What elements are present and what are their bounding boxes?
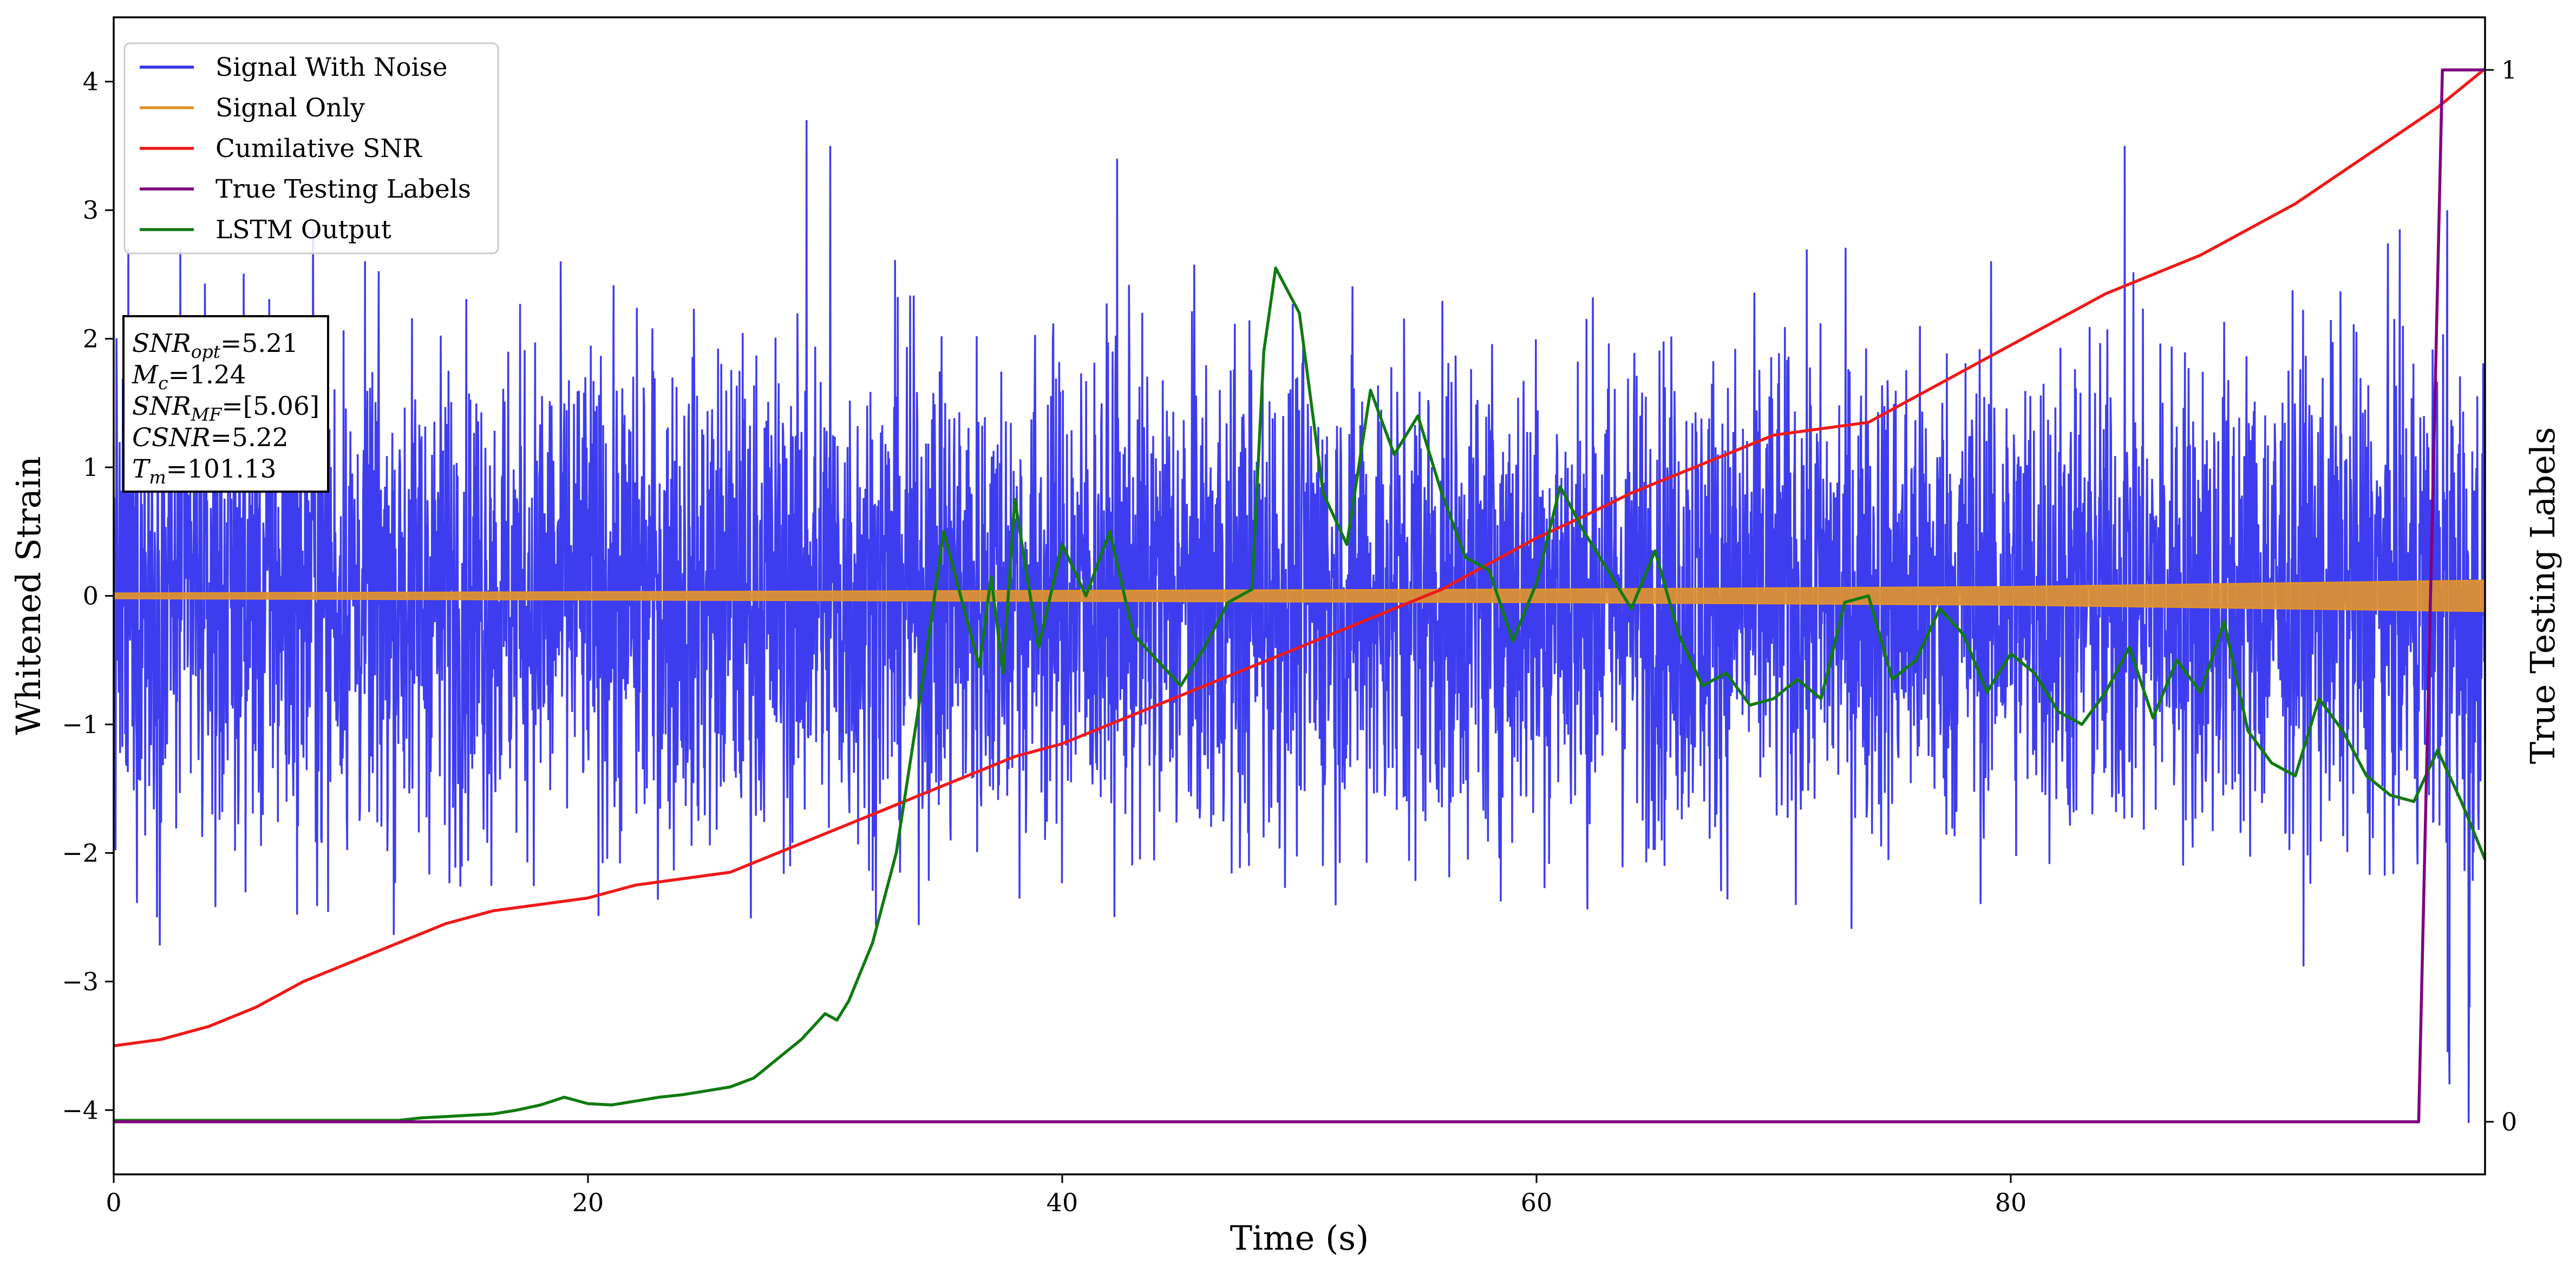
y2-tick-label: 1 (2501, 55, 2517, 84)
x-tick-label: 60 (1521, 1188, 1553, 1217)
x-tick-label: 40 (1047, 1188, 1078, 1217)
y-tick-label: 2 (83, 324, 99, 354)
legend-label: True Testing Labels (215, 174, 471, 204)
y2-axis-label: True Testing Labels (2523, 427, 2562, 765)
x-tick-label: 20 (572, 1188, 604, 1217)
signal-with-noise-series (113, 120, 2486, 1123)
y-axis-label: Whitened Strain (9, 456, 48, 735)
y-axis-right: 01 (2485, 55, 2517, 1136)
y-tick-label: 4 (83, 67, 99, 96)
x-axis-label: Time (s) (1230, 1218, 1369, 1258)
legend-label: Signal With Noise (215, 53, 448, 82)
legend-frame (123, 42, 499, 254)
y-tick-label: −2 (62, 838, 99, 867)
y-tick-label: 0 (83, 582, 99, 611)
y-tick-label: 3 (83, 195, 99, 225)
y-tick-label: −3 (62, 967, 99, 996)
annotation-line: SNRopt=5.21 (132, 329, 298, 362)
signal-with-noise-line (113, 120, 2486, 1123)
cumulative-snr-line (113, 67, 2486, 1048)
annotation-line: SNRMF=[5.06] (132, 391, 319, 425)
y-tick-label: 1 (83, 453, 99, 482)
legend-label: LSTM Output (215, 215, 391, 245)
true-labels-line (114, 68, 2485, 1123)
cumulative-snr-series (113, 67, 2486, 1048)
annotation-line: CSNR=5.22 (132, 423, 289, 453)
lstm-output-line (114, 266, 2487, 1122)
y-tick-label: −1 (62, 710, 99, 739)
annotation-frame (122, 315, 329, 493)
y-axis-left: −4 −3 −2 −1 0 1 2 3 4 (62, 67, 114, 1125)
lstm-output-series (114, 266, 2487, 1122)
annotation-box: SNRopt=5.21Mc=1.24SNRMF=[5.06]CSNR=5.22T… (122, 315, 329, 493)
annotation-line: Mc=1.24 (132, 360, 246, 394)
y2-tick-label: 0 (2501, 1107, 2517, 1136)
x-axis: 0 20 40 60 80 (106, 1174, 2026, 1217)
annotation-line: Tm=101.13 (132, 454, 277, 488)
y-tick-label: −4 (62, 1095, 99, 1125)
legend-label: Signal Only (215, 93, 365, 123)
legend: Signal With Noise Signal Only Cumilative S… (123, 42, 499, 254)
legend-label: Cumilative SNR (215, 134, 422, 164)
x-tick-label: 0 (106, 1188, 121, 1217)
x-tick-label: 80 (1995, 1188, 2027, 1217)
true-labels-series (114, 68, 2485, 1123)
